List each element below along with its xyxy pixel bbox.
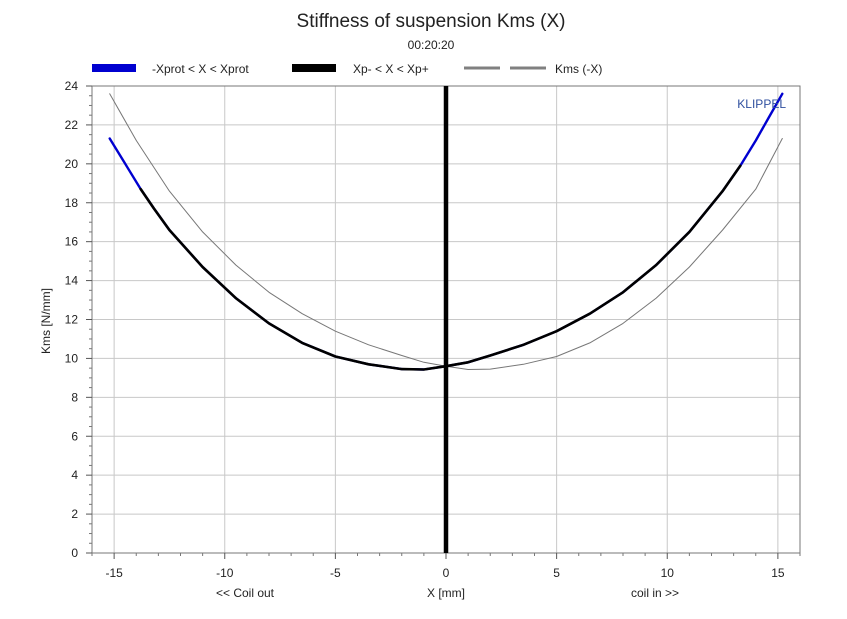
legend-label-xp: Xp- < X < Xp+	[353, 62, 429, 76]
y-tick-label: 16	[65, 235, 79, 249]
x-tick-label: 0	[443, 566, 450, 580]
x-tick-label: -10	[216, 566, 234, 580]
x-tick-label: 15	[771, 566, 785, 580]
x-tick-label: 10	[661, 566, 675, 580]
series-lines	[108, 86, 784, 553]
chart-subtitle: 00:20:20	[408, 38, 455, 52]
y-axis-label: Kms [N/mm]	[39, 288, 53, 354]
x-axis-label-right: coil in >>	[631, 586, 679, 600]
y-tick-label: 12	[65, 313, 79, 327]
legend-label-kms-neg: Kms (-X)	[555, 62, 602, 76]
y-tick-label: 2	[71, 507, 78, 521]
y-tick-label: 20	[65, 157, 79, 171]
y-tick-label: 0	[71, 546, 78, 560]
y-tick-label: 18	[65, 196, 79, 210]
legend-item-kms-neg[interactable]: Kms (-X)	[464, 62, 602, 76]
y-tick-label: 22	[65, 118, 79, 132]
x-axis-label: X [mm]	[427, 586, 465, 600]
legend-label-xprot: -Xprot < X < Xprot	[152, 62, 249, 76]
y-tick-label: 8	[71, 390, 78, 404]
legend-swatch-xp	[292, 64, 336, 72]
x-tick-label: 5	[553, 566, 560, 580]
legend: -Xprot < X < Xprot Xp- < X < Xp+ Kms (-X…	[92, 62, 602, 76]
series-line-xp	[139, 164, 742, 371]
y-tick-label: 10	[65, 351, 79, 365]
y-tick-label: 4	[71, 468, 78, 482]
legend-item-xp[interactable]: Xp- < X < Xp+	[292, 62, 429, 76]
x-axis-label-left: << Coil out	[216, 586, 275, 600]
y-tick-label: 24	[65, 79, 79, 93]
y-tick-label: 14	[65, 274, 79, 288]
legend-swatch-xprot	[92, 64, 136, 72]
legend-item-xprot[interactable]: -Xprot < X < Xprot	[92, 62, 249, 76]
klippel-watermark: KLIPPEL	[737, 97, 786, 111]
x-tick-labels: -15 -10 -5 0 5 10 15	[105, 566, 784, 580]
minor-ticks	[86, 85, 801, 559]
x-tick-label: -5	[330, 566, 341, 580]
y-tick-label: 6	[71, 429, 78, 443]
chart-title: Stiffness of suspension Kms (X)	[297, 11, 566, 32]
x-tick-label: -15	[105, 566, 123, 580]
